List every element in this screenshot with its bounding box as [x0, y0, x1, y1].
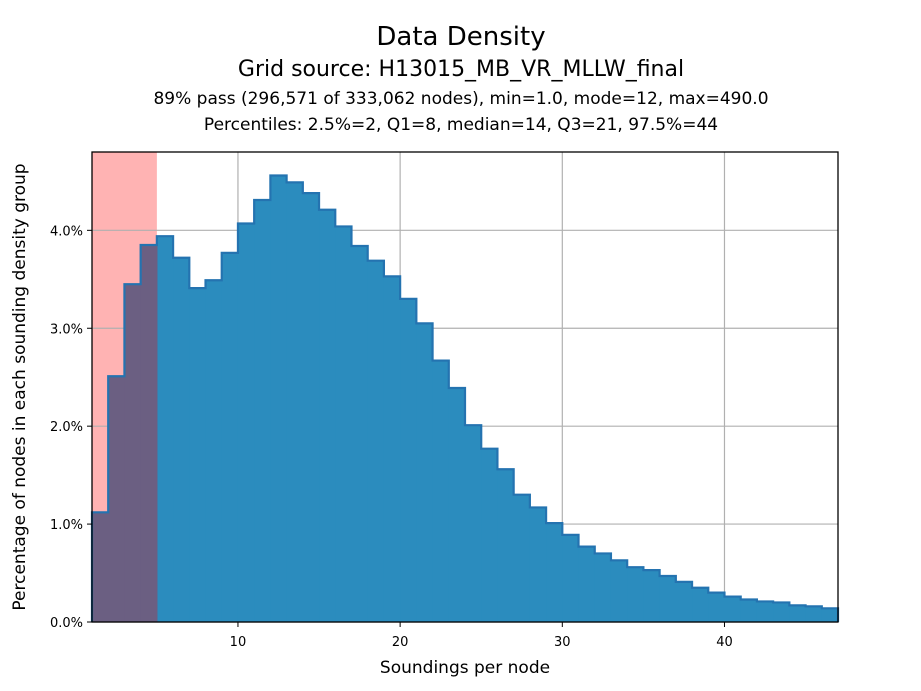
histogram-bar — [351, 246, 369, 622]
histogram-bars — [92, 175, 839, 623]
percentiles-line: Percentiles: 2.5%=2, Q1=8, median=14, Q3… — [204, 115, 718, 135]
histogram-bar — [594, 553, 612, 622]
plot-frame — [91, 151, 839, 623]
fail-overlap-bar — [124, 284, 142, 622]
histogram-bar — [432, 360, 450, 622]
histogram-bar — [643, 570, 661, 622]
histogram-bar — [237, 223, 255, 622]
histogram-bar — [578, 546, 596, 622]
y-axis-label: Percentage of nodes in each sounding den… — [10, 163, 30, 610]
histogram-bar — [724, 596, 742, 622]
histogram-bar — [692, 587, 709, 622]
histogram-bar — [675, 581, 693, 622]
histogram-bar — [805, 606, 823, 622]
histogram-bar — [529, 507, 547, 622]
y-axis-ticks: 0.0% 1.0% 2.0% 3.0% 4.0% — [50, 224, 92, 631]
pass-stats-line: 89% pass (296,571 of 333,062 nodes), min… — [153, 89, 768, 109]
histogram-bar — [173, 257, 190, 622]
histogram-bar — [156, 236, 174, 623]
histogram-bar — [189, 288, 207, 622]
histogram-bar — [319, 209, 336, 623]
histogram-bar — [740, 599, 758, 622]
histogram-outline — [90, 174, 840, 622]
histogram-bar — [335, 226, 353, 622]
histogram-bar — [562, 534, 580, 622]
fail-overlap-bar — [140, 245, 158, 623]
axes-frame — [91, 151, 839, 623]
y-tick-label: 4.0% — [50, 224, 83, 239]
fail-overlap-region — [92, 245, 158, 623]
histogram-bar — [481, 448, 499, 622]
chart-subtitle: Grid source: H13015_MB_VR_MLLW_final — [238, 57, 684, 82]
histogram-bar — [627, 567, 644, 622]
histogram-step-line — [90, 174, 840, 622]
histogram-bar — [610, 560, 628, 622]
histogram-bar — [270, 175, 288, 622]
x-tick-label: 40 — [716, 635, 733, 650]
y-tick-label: 2.0% — [50, 420, 83, 435]
histogram-bar — [789, 605, 807, 622]
chart-title: Data Density — [376, 22, 545, 52]
histogram-bar — [221, 252, 239, 622]
x-axis-label: Soundings per node — [380, 658, 550, 678]
histogram-bar — [205, 280, 223, 622]
histogram-bar — [708, 592, 726, 622]
histogram-bar — [821, 608, 839, 622]
histogram-bar — [465, 425, 482, 622]
y-tick-label: 3.0% — [50, 322, 83, 337]
histogram-bar — [497, 469, 515, 622]
histogram-bar — [773, 602, 790, 622]
histogram-bar — [367, 260, 385, 622]
fail-overlap-bar — [108, 376, 126, 622]
fail-overlap-bar — [92, 512, 109, 622]
histogram-bar — [383, 276, 401, 622]
histogram-bar — [302, 193, 320, 622]
histogram-bar — [416, 323, 434, 622]
histogram-bar — [546, 523, 563, 622]
x-tick-label: 30 — [554, 635, 571, 650]
y-tick-label: 0.0% — [50, 616, 83, 631]
histogram-bar — [756, 601, 774, 622]
y-tick-label: 1.0% — [50, 518, 83, 533]
histogram-bar — [286, 182, 304, 622]
x-tick-label: 10 — [230, 635, 247, 650]
x-tick-label: 20 — [392, 635, 409, 650]
histogram-bar — [400, 298, 417, 622]
histogram-bar — [448, 387, 466, 622]
histogram-bar — [513, 494, 531, 622]
histogram-bar — [659, 575, 677, 622]
histogram-bar — [254, 199, 271, 622]
x-axis-ticks: 10 20 30 40 — [230, 622, 733, 650]
